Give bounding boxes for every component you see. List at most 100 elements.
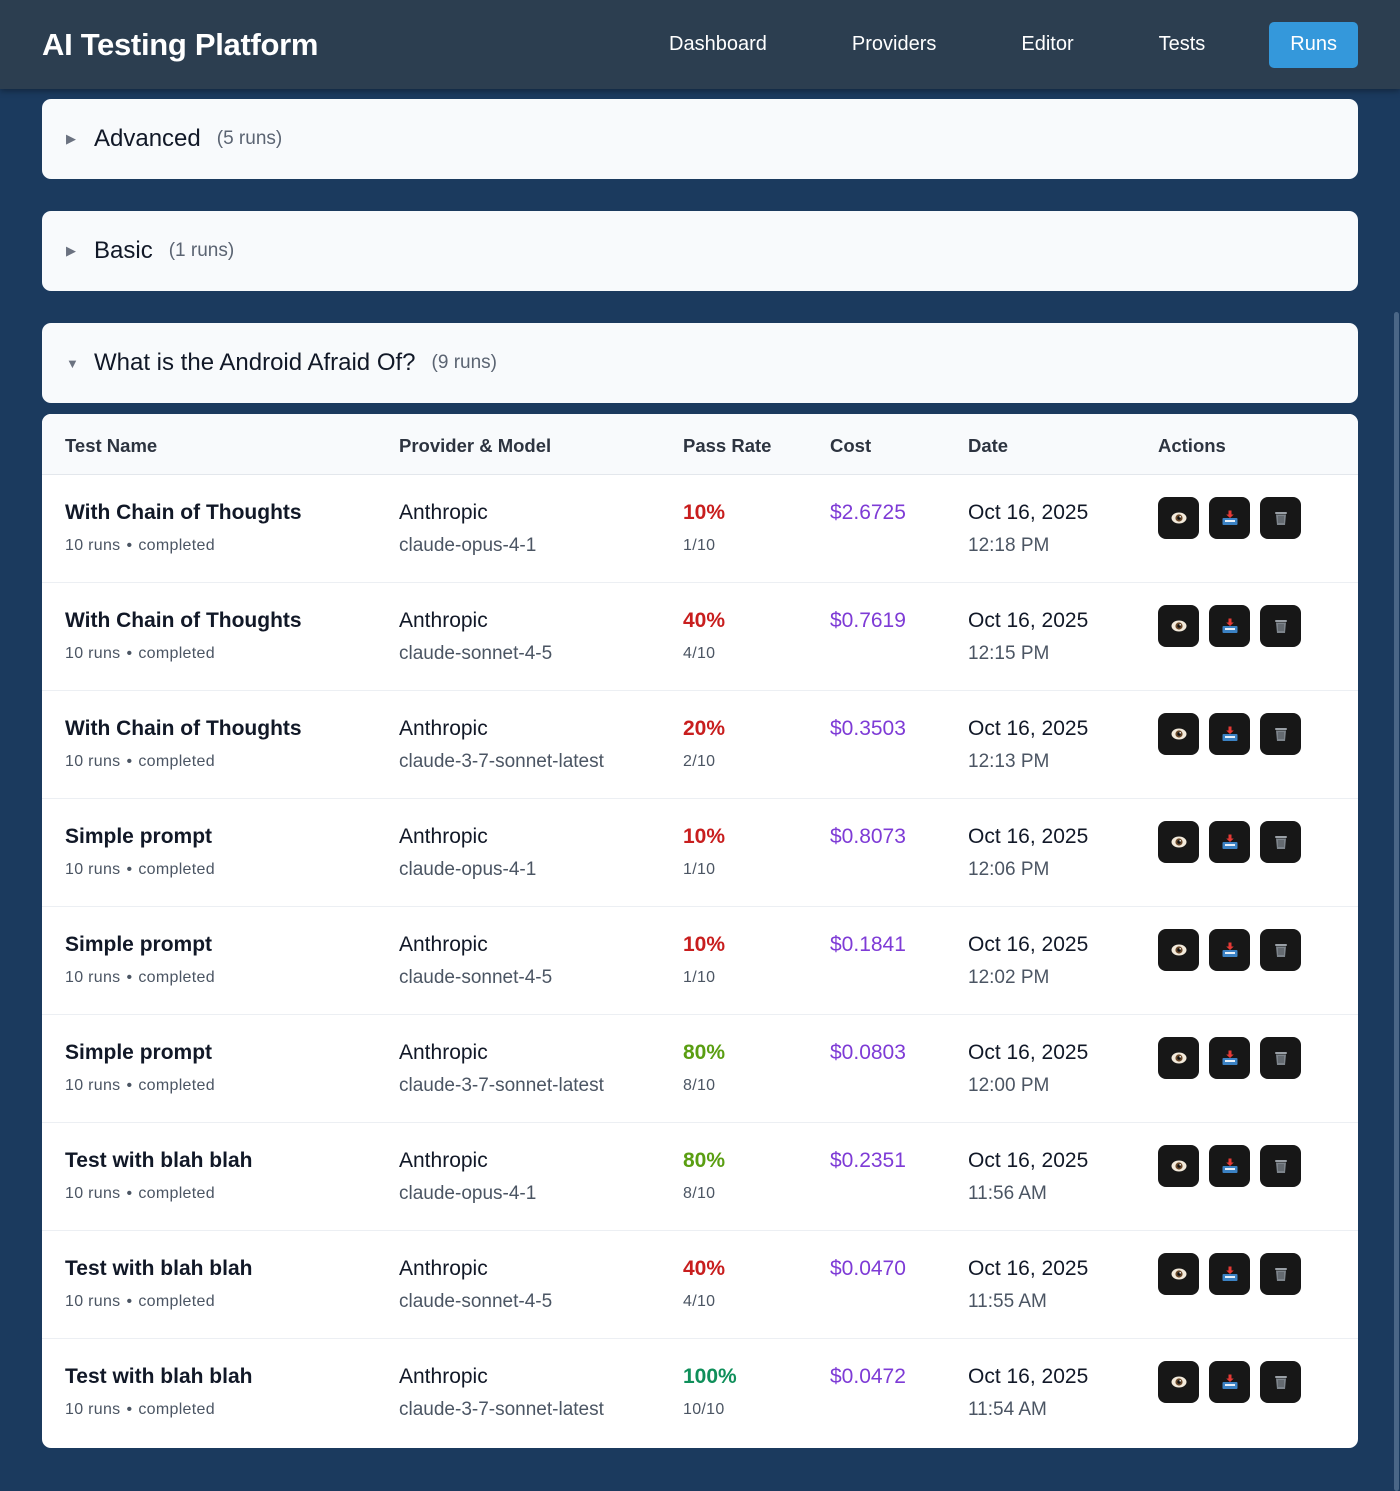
- pass-ratio: 4/10: [683, 1293, 716, 1310]
- table-row[interactable]: Test with blah blah 10 runs • completed Anth…: [42, 1339, 1358, 1447]
- inbox-tray-icon: [1220, 832, 1240, 852]
- table-row[interactable]: Simple prompt 10 runs • completed Anthropic c…: [42, 799, 1358, 907]
- run-date: Oct 16, 2025: [968, 501, 1089, 524]
- export-button[interactable]: [1209, 821, 1250, 863]
- run-status: completed: [138, 1401, 215, 1418]
- group-header-android[interactable]: ▼ What is the Android Afraid Of? (9 runs…: [42, 323, 1358, 403]
- test-name[interactable]: With Chain of Thoughts: [65, 609, 302, 632]
- row-actions: [1158, 821, 1301, 863]
- table-row[interactable]: Test with blah blah 10 runs • completed Anth…: [42, 1231, 1358, 1339]
- group-header-advanced[interactable]: ▶ Advanced (5 runs): [42, 99, 1358, 179]
- run-count: 10 runs: [65, 753, 121, 770]
- pass-rate: 10%: [683, 825, 726, 848]
- delete-button[interactable]: [1260, 1253, 1301, 1295]
- test-name[interactable]: Simple prompt: [65, 825, 213, 848]
- trash-icon: [1271, 1156, 1291, 1176]
- row-actions: [1158, 1037, 1301, 1079]
- inbox-tray-icon: [1220, 1156, 1240, 1176]
- nav-dashboard[interactable]: Dashboard: [669, 33, 767, 55]
- delete-button[interactable]: [1260, 1037, 1301, 1079]
- group-header-basic[interactable]: ▶ Basic (1 runs): [42, 211, 1358, 291]
- run-summary: 10 runs • completed: [65, 969, 215, 987]
- run-date: Oct 16, 2025: [968, 1257, 1089, 1280]
- model-name: claude-sonnet-4-5: [399, 967, 553, 988]
- runs-table: Test Name Provider & Model Pass Rate Cos…: [42, 414, 1358, 1448]
- test-name[interactable]: Simple prompt: [65, 933, 213, 956]
- test-name[interactable]: With Chain of Thoughts: [65, 501, 302, 524]
- table-row[interactable]: Simple prompt 10 runs • completed Anthropic c…: [42, 907, 1358, 1015]
- view-button[interactable]: [1158, 605, 1199, 647]
- view-button[interactable]: [1158, 497, 1199, 539]
- pass-ratio: 2/10: [683, 753, 716, 770]
- test-name[interactable]: With Chain of Thoughts: [65, 717, 302, 740]
- view-button[interactable]: [1158, 1037, 1199, 1079]
- test-name[interactable]: Simple prompt: [65, 1041, 213, 1064]
- trash-icon: [1271, 724, 1291, 744]
- run-count: 10 runs: [65, 1077, 121, 1094]
- view-button[interactable]: [1158, 1253, 1199, 1295]
- delete-button[interactable]: [1260, 821, 1301, 863]
- export-button[interactable]: [1209, 929, 1250, 971]
- run-count: 10 runs: [65, 969, 121, 986]
- run-count: 10 runs: [65, 1293, 121, 1310]
- run-summary: 10 runs • completed: [65, 1401, 215, 1419]
- table-row[interactable]: Test with blah blah 10 runs • completed Anth…: [42, 1123, 1358, 1231]
- eye-icon: [1169, 832, 1189, 852]
- triangle-right-icon: ▶: [66, 131, 76, 146]
- model-name: claude-3-7-sonnet-latest: [399, 751, 604, 772]
- bullet-separator: •: [126, 645, 133, 662]
- run-cost: $0.0470: [830, 1257, 906, 1280]
- test-name[interactable]: Test with blah blah: [65, 1365, 253, 1388]
- run-summary: 10 runs • completed: [65, 537, 215, 555]
- trash-icon: [1271, 508, 1291, 528]
- export-button[interactable]: [1209, 1361, 1250, 1403]
- delete-button[interactable]: [1260, 1361, 1301, 1403]
- pass-ratio: 4/10: [683, 645, 716, 662]
- export-button[interactable]: [1209, 1145, 1250, 1187]
- run-time: 12:15 PM: [968, 643, 1050, 664]
- provider-name: Anthropic: [399, 1257, 488, 1280]
- run-summary: 10 runs • completed: [65, 1077, 215, 1095]
- delete-button[interactable]: [1260, 1145, 1301, 1187]
- table-row[interactable]: With Chain of Thoughts 10 runs • completed A…: [42, 475, 1358, 583]
- run-summary: 10 runs • completed: [65, 1293, 215, 1311]
- run-cost: $0.3503: [830, 717, 906, 740]
- delete-button[interactable]: [1260, 605, 1301, 647]
- nav-runs[interactable]: Runs: [1269, 21, 1358, 68]
- view-button[interactable]: [1158, 1361, 1199, 1403]
- test-name[interactable]: Test with blah blah: [65, 1257, 253, 1280]
- delete-button[interactable]: [1260, 713, 1301, 755]
- scrollbar-thumb[interactable]: [1394, 312, 1399, 1491]
- nav-editor[interactable]: Editor: [1021, 33, 1074, 55]
- table-row[interactable]: Simple prompt 10 runs • completed Anthropic c…: [42, 1015, 1358, 1123]
- view-button[interactable]: [1158, 713, 1199, 755]
- bullet-separator: •: [126, 1293, 133, 1310]
- delete-button[interactable]: [1260, 929, 1301, 971]
- pass-ratio: 8/10: [683, 1185, 716, 1202]
- view-button[interactable]: [1158, 821, 1199, 863]
- export-button[interactable]: [1209, 605, 1250, 647]
- delete-button[interactable]: [1260, 497, 1301, 539]
- app-title: AI Testing Platform: [42, 26, 319, 62]
- table-row[interactable]: With Chain of Thoughts 10 runs • completed A…: [42, 583, 1358, 691]
- run-date: Oct 16, 2025: [968, 609, 1089, 632]
- eye-icon: [1169, 940, 1189, 960]
- run-time: 12:02 PM: [968, 967, 1050, 988]
- trash-icon: [1271, 1264, 1291, 1284]
- header-cost: Cost: [830, 435, 872, 456]
- eye-icon: [1169, 508, 1189, 528]
- export-button[interactable]: [1209, 713, 1250, 755]
- provider-name: Anthropic: [399, 1041, 488, 1064]
- view-button[interactable]: [1158, 929, 1199, 971]
- table-row[interactable]: With Chain of Thoughts 10 runs • completed A…: [42, 691, 1358, 799]
- export-button[interactable]: [1209, 1037, 1250, 1079]
- nav-providers[interactable]: Providers: [851, 33, 937, 55]
- test-name[interactable]: Test with blah blah: [65, 1149, 253, 1172]
- inbox-tray-icon: [1220, 1372, 1240, 1392]
- export-button[interactable]: [1209, 497, 1250, 539]
- run-date: Oct 16, 2025: [968, 825, 1089, 848]
- export-button[interactable]: [1209, 1253, 1250, 1295]
- nav-tests[interactable]: Tests: [1158, 33, 1206, 55]
- run-cost: $0.0472: [830, 1365, 906, 1388]
- view-button[interactable]: [1158, 1145, 1199, 1187]
